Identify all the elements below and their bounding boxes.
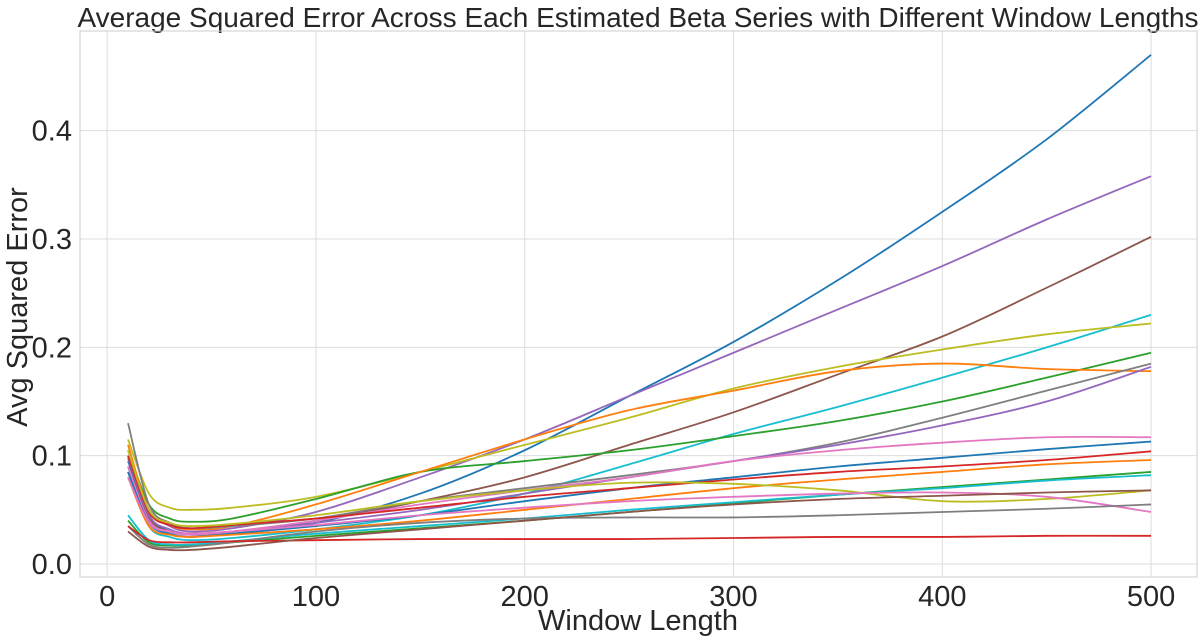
series-line-16 [127, 449, 1152, 528]
y-axis-label: Avg Squared Error [2, 187, 34, 427]
plot-frame [79, 30, 1198, 578]
x-tick-label: 200 [501, 581, 549, 613]
y-axis-ticks: 0.0 0.1 0.2 0.3 0.4 [32, 116, 72, 581]
series-line-7 [127, 362, 1152, 531]
series-line-2 [127, 175, 1152, 533]
y-tick-label: 0.1 [32, 441, 72, 473]
x-tick-label: 300 [709, 581, 757, 613]
series-line-17 [127, 476, 1152, 535]
chart-title: Average Squared Error Across Each Estima… [77, 2, 1198, 33]
series-line-6 [127, 351, 1152, 523]
series-line-4 [127, 313, 1152, 542]
x-tick-label: 0 [99, 581, 115, 613]
y-tick-label: 0.3 [32, 224, 72, 256]
y-tick-label: 0.4 [32, 116, 72, 148]
x-axis-ticks: 0 100 200 300 400 500 [99, 581, 1175, 613]
x-axis-label: Window Length [538, 605, 738, 637]
series-line-20 [127, 489, 1152, 552]
series-line-5 [127, 322, 1152, 511]
y-tick-label: 0.0 [32, 549, 72, 581]
x-tick-label: 400 [918, 581, 966, 613]
y-tick-label: 0.2 [32, 332, 72, 364]
series-line-13 [127, 459, 1152, 538]
grid [80, 31, 1197, 577]
series-line-19 [127, 525, 1152, 544]
series-line-18 [127, 503, 1152, 549]
series-group [127, 54, 1152, 552]
x-tick-label: 500 [1127, 581, 1175, 613]
series-line-12 [127, 450, 1152, 530]
x-tick-label: 100 [292, 581, 340, 613]
series-line-3 [127, 236, 1152, 535]
